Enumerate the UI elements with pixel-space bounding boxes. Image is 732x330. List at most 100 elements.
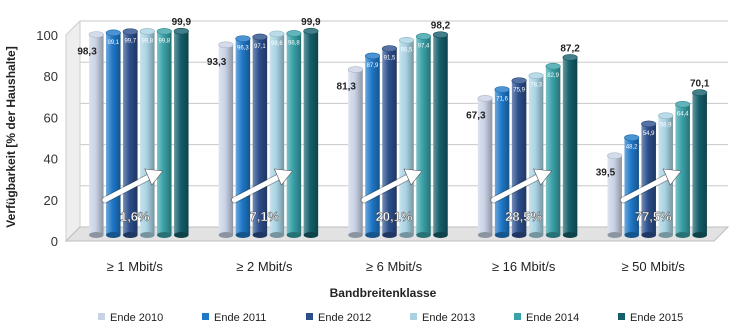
y-axis-label: Verfügbarkeit [% der Haushalte] <box>4 46 18 227</box>
bar-body <box>123 31 138 236</box>
bar-top <box>88 31 104 38</box>
legend-label: Ende 2010 <box>110 312 163 324</box>
bar-top <box>269 30 285 38</box>
bar-body <box>433 34 448 235</box>
bar-body <box>218 44 234 235</box>
bar-body <box>675 104 690 235</box>
growth-arrow: 1,6% <box>101 168 164 224</box>
legend-label: Ende 2015 <box>630 312 683 324</box>
bar-body <box>235 38 251 235</box>
last-series-label: 99,9 <box>301 17 321 28</box>
bar-top <box>286 30 302 37</box>
arrow-shaft <box>361 174 411 203</box>
bar-value-label: 97,1 <box>254 44 266 50</box>
data-labels: 99,1 99,7 99,8 99,8 98,3 99,9 96,3 97,1 98,6 98,8… <box>77 17 710 178</box>
bar <box>641 120 657 238</box>
bar-base <box>235 232 251 238</box>
bar-base <box>545 232 561 238</box>
bar-base <box>89 232 104 238</box>
bar-top <box>156 28 172 35</box>
bar-value-label: 99,1 <box>107 40 119 46</box>
y-tick-label: 40 <box>44 152 58 167</box>
legend-swatch <box>306 313 313 320</box>
growth-arrow: 20,1% <box>360 168 423 224</box>
bar-base <box>218 232 234 238</box>
bars <box>88 27 708 238</box>
first-series-label: 39,5 <box>596 168 616 179</box>
bar <box>139 28 155 238</box>
bar <box>88 31 104 238</box>
last-series-label: 70,1 <box>690 79 710 90</box>
last-series-label: 87,2 <box>560 43 580 54</box>
x-axis-label: Bandbreitenklasse <box>330 286 437 300</box>
bar-base <box>433 232 448 238</box>
plot-walls <box>64 19 730 243</box>
bar-body <box>545 66 561 235</box>
bar-top <box>303 27 319 35</box>
bar <box>173 27 189 238</box>
y-tick-label: 0 <box>51 234 58 249</box>
bar-base <box>140 232 155 238</box>
bar-top <box>494 86 510 93</box>
y-tick-label: 60 <box>44 110 58 125</box>
bar-body <box>252 36 268 235</box>
bar-body <box>286 33 302 235</box>
bar-top <box>545 62 561 70</box>
growth-label: 20,1% <box>376 209 413 224</box>
bar-base <box>382 232 397 238</box>
bar-body <box>416 36 431 235</box>
bar <box>432 31 449 238</box>
bar-top <box>105 29 121 37</box>
bar-base <box>303 232 319 238</box>
bar <box>607 152 623 238</box>
bar-top <box>364 52 381 60</box>
arrow-shaft <box>491 174 541 203</box>
bar-top <box>347 66 364 73</box>
bar-base <box>269 232 285 238</box>
bar-base <box>692 232 707 238</box>
bar <box>692 89 708 238</box>
bar-value-label: 71,6 <box>496 97 508 103</box>
bar-value-label: 98,6 <box>271 41 283 47</box>
y-axis-ticks: 0 20 40 60 80 100 <box>36 28 58 249</box>
bar <box>286 30 302 238</box>
bar-top <box>562 54 578 61</box>
bar-body <box>477 98 493 235</box>
y-tick-label: 20 <box>44 193 58 208</box>
x-axis-ticks: ≥ 1 Mbit/s ≥ 2 Mbit/s ≥ 6 Mbit/s ≥ 16 Mbit/… <box>107 259 686 274</box>
first-series-label: 67,3 <box>466 110 486 121</box>
growth-arrows: 1,6% 7,1% 20,1% 28,5% 77,5% <box>101 168 682 224</box>
legend-swatch <box>618 313 625 320</box>
bar-value-label: 58,9 <box>660 123 672 129</box>
bar-base <box>123 232 138 238</box>
bar-value-label: 99,7 <box>124 39 136 45</box>
legend-label: Ende 2014 <box>526 312 579 324</box>
bar-base <box>511 232 527 238</box>
bar-value-label: 78,3 <box>530 83 542 89</box>
bar-value-label: 91,5 <box>384 56 396 62</box>
bar-top <box>173 27 189 35</box>
bar <box>156 28 172 238</box>
bar-base <box>607 232 622 238</box>
bar <box>545 62 561 238</box>
bar-base <box>494 232 510 238</box>
arrow-shaft <box>620 174 670 203</box>
bar-top <box>477 95 493 102</box>
bar-top <box>139 28 155 35</box>
arrow-shaft <box>231 174 281 203</box>
bar-base <box>157 232 172 238</box>
bar <box>415 33 432 238</box>
legend-label: Ende 2012 <box>318 312 371 324</box>
bar <box>364 52 381 238</box>
bar-body <box>528 75 544 236</box>
bar-base <box>348 232 363 238</box>
x-tick-label: ≥ 6 Mbit/s <box>366 259 423 274</box>
bar-base <box>675 232 690 238</box>
bar-base <box>562 232 578 238</box>
arrow-head <box>662 168 682 186</box>
bar <box>347 66 364 238</box>
legend-item: Ende 2011 <box>202 312 266 324</box>
bar <box>105 29 121 238</box>
bar-body <box>511 80 527 235</box>
bar-base <box>477 232 493 238</box>
